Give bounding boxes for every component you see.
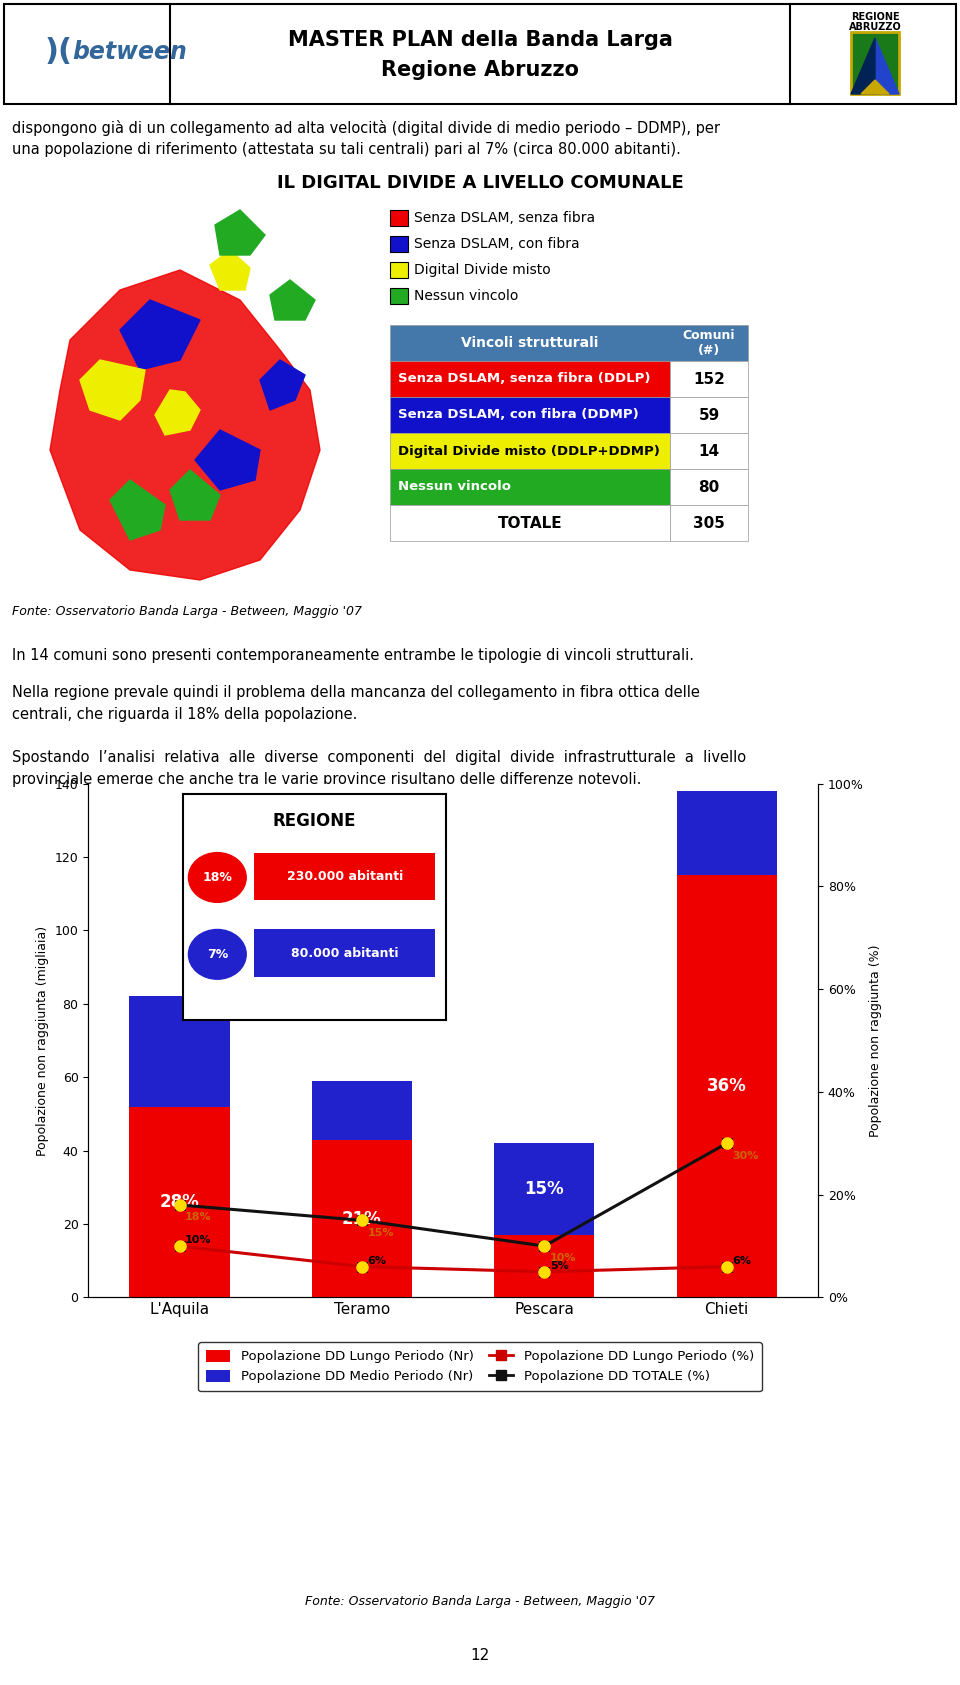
Text: Vincoli strutturali: Vincoli strutturali — [462, 335, 599, 350]
Bar — [390, 211, 408, 226]
Text: Senza DSLAM, senza fibra (DDLP): Senza DSLAM, senza fibra (DDLP) — [398, 372, 651, 386]
Bar — [670, 398, 748, 433]
Polygon shape — [210, 249, 250, 290]
Text: Digital Divide misto: Digital Divide misto — [414, 263, 551, 276]
Bar — [494, 1144, 594, 1235]
Text: Senza DSLAM, senza fibra: Senza DSLAM, senza fibra — [414, 211, 595, 226]
Bar — [670, 506, 748, 541]
Text: Digital Divide misto (DDLP+DDMP): Digital Divide misto (DDLP+DDMP) — [398, 445, 660, 458]
Polygon shape — [155, 389, 200, 435]
Polygon shape — [851, 39, 875, 94]
Bar — [494, 1235, 594, 1297]
Text: REGIONE: REGIONE — [851, 12, 900, 22]
Text: 5%: 5% — [550, 1260, 568, 1270]
Text: 15%: 15% — [368, 1228, 394, 1238]
Polygon shape — [270, 280, 315, 320]
Polygon shape — [50, 270, 320, 580]
Text: dispongono già di un collegamento ad alta velocità (digital divide di medio peri: dispongono già di un collegamento ad alt… — [12, 120, 720, 136]
Text: 28%: 28% — [159, 1193, 200, 1212]
Text: 80: 80 — [698, 480, 720, 494]
Text: 36%: 36% — [707, 1077, 747, 1095]
Bar — [390, 288, 408, 303]
Text: Nessun vincolo: Nessun vincolo — [398, 480, 511, 494]
Legend: Popolazione DD Lungo Periodo (Nr), Popolazione DD Medio Periodo (Nr), Popolazion: Popolazione DD Lungo Periodo (Nr), Popol… — [199, 1341, 761, 1392]
Bar — [390, 325, 748, 361]
Bar — [851, 32, 899, 94]
Text: between: between — [72, 40, 187, 64]
Polygon shape — [260, 361, 305, 409]
Bar — [670, 468, 748, 506]
Text: Comuni
(#): Comuni (#) — [683, 329, 735, 357]
Text: 59: 59 — [698, 408, 720, 423]
Bar — [4, 3, 956, 104]
Bar — [670, 361, 748, 398]
Text: 21%: 21% — [342, 1210, 382, 1228]
Text: IL DIGITAL DIVIDE A LIVELLO COMUNALE: IL DIGITAL DIVIDE A LIVELLO COMUNALE — [276, 174, 684, 192]
Text: Regione Abruzzo: Regione Abruzzo — [381, 61, 579, 79]
Text: Nella regione prevale quindi il problema della mancanza del collegamento in fibr: Nella regione prevale quindi il problema… — [12, 686, 700, 699]
Bar — [312, 1139, 412, 1297]
Polygon shape — [120, 300, 200, 371]
Bar — [390, 506, 670, 541]
Text: TOTALE: TOTALE — [497, 516, 563, 531]
Polygon shape — [110, 480, 165, 539]
Bar — [677, 875, 777, 1297]
Polygon shape — [80, 361, 145, 420]
Bar — [390, 261, 408, 278]
Bar — [390, 398, 670, 433]
Bar — [390, 433, 670, 468]
Text: provinciale emerge che anche tra le varie province risultano delle differenze no: provinciale emerge che anche tra le vari… — [12, 772, 641, 787]
Text: 10%: 10% — [185, 1235, 211, 1245]
Text: Fonte: Osservatorio Banda Larga - Between, Maggio '07: Fonte: Osservatorio Banda Larga - Betwee… — [305, 1596, 655, 1607]
Text: Senza DSLAM, con fibra (DDMP): Senza DSLAM, con fibra (DDMP) — [398, 408, 638, 421]
Bar — [390, 468, 670, 506]
Text: 30%: 30% — [732, 1151, 758, 1161]
Text: 10%: 10% — [550, 1254, 576, 1264]
Text: 18%: 18% — [185, 1212, 212, 1222]
Text: Nessun vincolo: Nessun vincolo — [414, 290, 518, 303]
Text: 15%: 15% — [524, 1180, 564, 1198]
Text: )(: )( — [45, 37, 73, 66]
Text: una popolazione di riferimento (attestata su tali centrali) pari al 7% (circa 80: una popolazione di riferimento (attestat… — [12, 142, 681, 157]
Bar — [390, 361, 670, 398]
Bar — [670, 433, 748, 468]
Polygon shape — [195, 430, 260, 490]
Bar — [312, 1080, 412, 1139]
Bar — [130, 1107, 229, 1297]
Text: 12: 12 — [470, 1648, 490, 1663]
Polygon shape — [215, 211, 265, 254]
Bar — [10, 199, 370, 568]
Bar — [130, 996, 229, 1107]
Polygon shape — [170, 470, 220, 521]
Text: In 14 comuni sono presenti contemporaneamente entrambe le tipologie di vincoli s: In 14 comuni sono presenti contemporanea… — [12, 649, 694, 662]
Bar — [390, 236, 408, 253]
Text: 152: 152 — [693, 371, 725, 386]
Text: MASTER PLAN della Banda Larga: MASTER PLAN della Banda Larga — [288, 30, 672, 51]
Text: ARTICOLAZIONE DEL DIGITAL DIVIDE PER PROVINCIA: ARTICOLAZIONE DEL DIGITAL DIVIDE PER PRO… — [215, 812, 745, 831]
Text: 14: 14 — [699, 443, 720, 458]
Text: Fonte: Osservatorio Banda Larga - Between, Maggio '07: Fonte: Osservatorio Banda Larga - Betwee… — [12, 605, 362, 618]
Bar — [677, 790, 777, 875]
Text: 305: 305 — [693, 516, 725, 531]
Y-axis label: Popolazione non raggiunta (migliaia): Popolazione non raggiunta (migliaia) — [36, 925, 49, 1156]
Text: ABRUZZO: ABRUZZO — [849, 22, 901, 32]
Text: 6%: 6% — [368, 1255, 387, 1265]
Text: 6%: 6% — [732, 1255, 752, 1265]
Polygon shape — [875, 39, 899, 94]
Polygon shape — [861, 79, 889, 94]
Text: centrali, che riguarda il 18% della popolazione.: centrali, che riguarda il 18% della popo… — [12, 708, 357, 721]
Y-axis label: Popolazione non raggiunta (%): Popolazione non raggiunta (%) — [869, 944, 882, 1137]
Text: Spostando  l’analisi  relativa  alle  diverse  componenti  del  digital  divide : Spostando l’analisi relativa alle divers… — [12, 750, 746, 765]
Text: Senza DSLAM, con fibra: Senza DSLAM, con fibra — [414, 238, 580, 251]
